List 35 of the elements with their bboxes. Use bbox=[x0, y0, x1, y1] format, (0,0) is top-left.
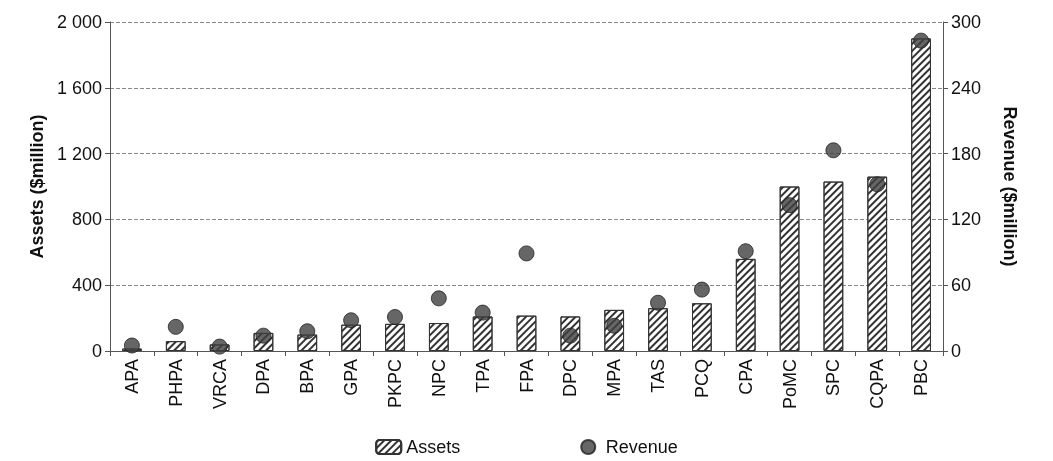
x-tick-label: DPA bbox=[253, 359, 274, 395]
x-tick-label: APA bbox=[121, 359, 142, 394]
x-tick-label: PBC bbox=[911, 359, 932, 397]
x-tick-label: NPC bbox=[428, 359, 449, 398]
y-tick-label: 2 000 bbox=[56, 12, 102, 32]
x-tick-label: PKPC bbox=[384, 359, 405, 409]
y2-tick-label: 120 bbox=[951, 209, 982, 230]
y-tick-label: 1 200 bbox=[56, 143, 102, 164]
legend-label: Revenue bbox=[605, 437, 678, 457]
x-tick-label: MPA bbox=[604, 359, 625, 397]
x-tick-label: PHPA bbox=[165, 359, 186, 407]
y-tick-label: 1 600 bbox=[56, 77, 102, 98]
y2-axis-title: Revenue ($million) bbox=[1000, 106, 1020, 267]
y2-tick-label: 0 bbox=[951, 341, 962, 361]
y-axis-title: Assets ($million) bbox=[27, 114, 48, 259]
y2-tick-label: 60 bbox=[951, 275, 972, 296]
y-tick-label: 0 bbox=[91, 341, 102, 361]
y-tick-label: 800 bbox=[71, 209, 102, 230]
x-tick-label: VRCA bbox=[209, 359, 230, 410]
x-tick-label: GPA bbox=[341, 359, 362, 396]
x-tick-label: TPA bbox=[472, 359, 493, 393]
x-tick-label: CQPA bbox=[867, 359, 888, 409]
x-tick-label: FPA bbox=[516, 359, 537, 393]
y-tick-label: 400 bbox=[71, 275, 102, 296]
x-tick-label: PCQ bbox=[691, 359, 712, 399]
y2-tick-label: 180 bbox=[951, 143, 982, 164]
x-tick-label: DPC bbox=[560, 359, 581, 398]
x-tick-label: CPA bbox=[735, 359, 756, 395]
y2-tick-label: 240 bbox=[951, 77, 982, 98]
x-tick-label: PoMC bbox=[779, 359, 800, 410]
legend-label: Assets bbox=[406, 437, 461, 457]
x-tick-label: BPA bbox=[297, 359, 318, 394]
x-tick-label: SPC bbox=[823, 359, 844, 397]
y2-tick-label: 300 bbox=[951, 12, 982, 32]
x-tick-label: TAS bbox=[648, 359, 669, 393]
